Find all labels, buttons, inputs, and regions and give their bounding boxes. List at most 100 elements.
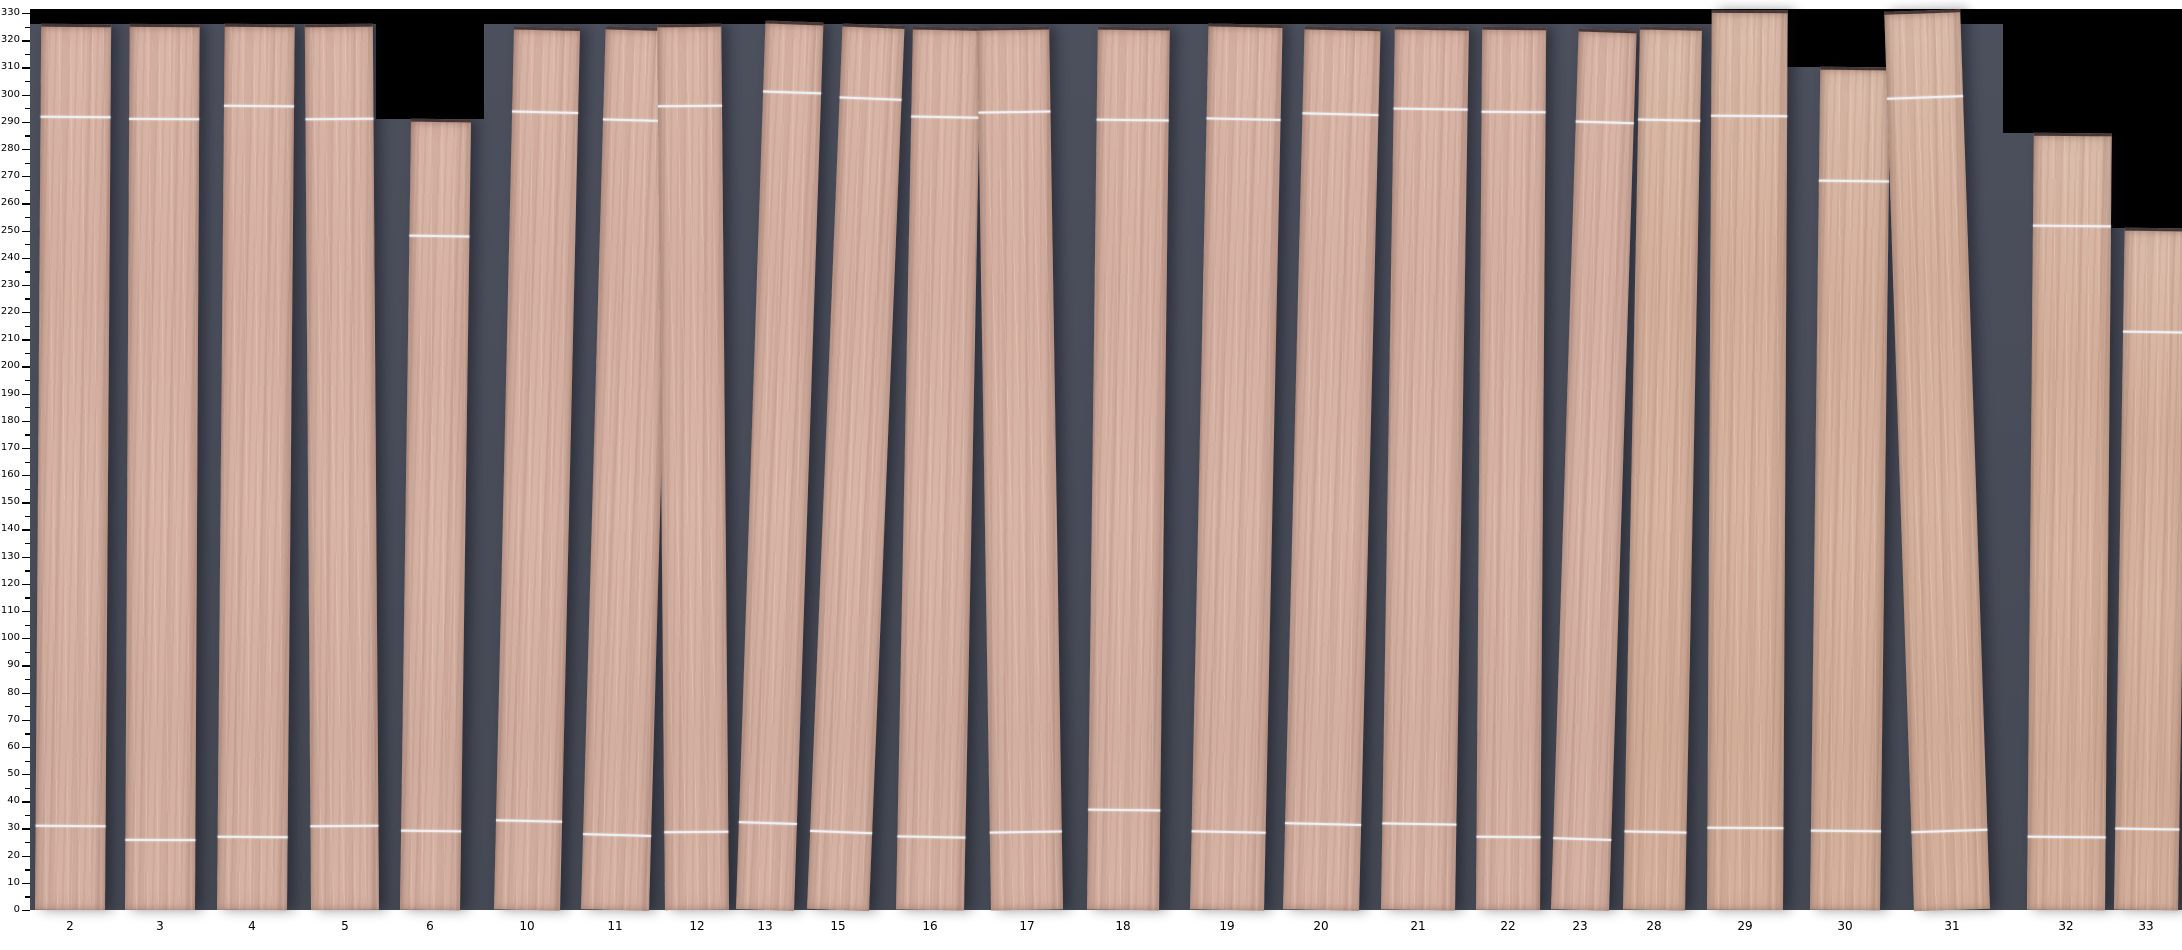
y-major-tick: [22, 284, 30, 287]
y-minor-tick: [25, 624, 30, 626]
board-photo-29: [1707, 10, 1788, 911]
y-major-tick: [22, 801, 30, 803]
y-tick-label: 250: [0, 224, 20, 236]
y-minor-tick: [25, 26, 30, 28]
chalk-mark-3-1: [129, 118, 200, 121]
x-tick-label-4: 4: [248, 919, 256, 933]
chalk-mark-16-1: [911, 115, 980, 119]
chalk-mark-19-0: [1191, 829, 1266, 834]
chalk-mark-5-0: [310, 824, 379, 828]
chalk-mark-32-1: [2032, 224, 2111, 227]
y-minor-tick: [25, 244, 30, 246]
chalk-mark-31-1: [1887, 95, 1964, 101]
y-minor-tick: [25, 135, 30, 137]
y-minor-tick: [25, 543, 30, 545]
chalk-mark-22-0: [1476, 835, 1541, 839]
y-major-tick: [22, 502, 30, 504]
chalk-mark-33-0: [2115, 827, 2180, 831]
chalk-mark-20-0: [1285, 821, 1362, 826]
y-major-tick: [22, 774, 30, 776]
y-major-tick: [22, 420, 30, 423]
x-tick-label-10: 10: [519, 919, 535, 933]
x-tick-label-32: 32: [2058, 919, 2074, 933]
x-tick-label-21: 21: [1410, 919, 1426, 933]
x-tick-label-19: 19: [1219, 919, 1235, 933]
y-tick-label: 70: [7, 713, 20, 725]
y-tick-label: 40: [7, 795, 20, 807]
y-minor-tick: [25, 352, 30, 355]
y-tick-label: 300: [0, 88, 20, 100]
y-tick-label: 10: [7, 876, 20, 888]
y-minor-tick: [25, 706, 30, 708]
chalk-mark-15-0: [810, 829, 873, 834]
y-tick-label: 290: [0, 115, 20, 127]
chalk-mark-13-0: [738, 821, 797, 826]
y-tick-label: 220: [0, 306, 20, 318]
y-minor-tick: [25, 488, 30, 490]
x-tick-label-20: 20: [1313, 919, 1329, 933]
void-above-board-6: [376, 9, 484, 120]
y-major-tick: [22, 719, 30, 722]
y-tick-label: 190: [0, 387, 20, 399]
y-major-tick: [22, 556, 30, 558]
y-major-tick: [22, 67, 30, 69]
chalk-mark-10-1: [512, 109, 579, 114]
chalk-mark-30-0: [1810, 830, 1881, 833]
y-major-tick: [22, 611, 30, 613]
x-tick-label-28: 28: [1646, 919, 1662, 933]
y-minor-tick: [25, 842, 30, 844]
x-tick-label-23: 23: [1572, 919, 1588, 933]
x-tick-label-33: 33: [2138, 919, 2154, 933]
chalk-mark-5-1: [305, 118, 374, 121]
y-major-tick: [22, 855, 30, 857]
y-major-tick: [22, 94, 30, 96]
y-tick-label: 100: [0, 632, 20, 644]
y-tick-label: 320: [0, 34, 20, 46]
y-minor-tick: [25, 869, 30, 871]
y-major-tick: [22, 203, 30, 205]
y-major-tick: [22, 828, 30, 830]
y-major-tick: [22, 230, 30, 232]
board-photo-5: [304, 23, 379, 911]
board-photo-3: [125, 23, 200, 911]
x-tick-label-29: 29: [1737, 919, 1753, 933]
top-void-strip: [30, 9, 2182, 24]
chalk-mark-12-1: [657, 104, 722, 108]
y-tick-label: 60: [7, 740, 20, 752]
chalk-mark-23-0: [1553, 837, 1612, 842]
y-major-tick: [22, 638, 30, 640]
chalk-mark-33-1: [2123, 329, 2182, 333]
chalk-mark-23-1: [1575, 120, 1634, 125]
y-tick-label: 240: [0, 251, 20, 263]
y-minor-tick: [25, 651, 30, 654]
chalk-mark-21-1: [1393, 106, 1468, 111]
chalk-mark-17-1: [978, 109, 1051, 113]
x-tick-label-31: 31: [1944, 919, 1960, 933]
y-major-tick: [22, 583, 30, 586]
y-major-tick: [22, 746, 30, 749]
y-major-tick: [22, 148, 30, 151]
y-major-tick: [22, 366, 30, 368]
y-minor-tick: [25, 162, 30, 164]
chalk-mark-29-1: [1711, 115, 1788, 118]
board-photo-12: [657, 23, 729, 911]
board-photo-33: [2114, 227, 2182, 911]
x-tick-label-2: 2: [66, 919, 74, 933]
x-tick-label-6: 6: [426, 919, 434, 933]
chalk-mark-4-1: [224, 104, 295, 108]
y-tick-label: 170: [0, 441, 20, 453]
y-major-tick: [22, 257, 30, 259]
y-tick-label: 120: [0, 577, 20, 589]
y-minor-tick: [25, 379, 30, 382]
y-major-tick: [22, 665, 30, 667]
y-minor-tick: [25, 271, 30, 273]
y-major-tick: [22, 882, 30, 885]
y-major-tick: [22, 910, 30, 912]
chalk-mark-20-1: [1302, 112, 1379, 117]
chalk-mark-6-1: [409, 234, 470, 238]
board-photo-32: [2027, 132, 2112, 911]
x-tick-label-11: 11: [607, 919, 623, 933]
x-tick-label-13: 13: [757, 919, 773, 933]
y-minor-tick: [25, 461, 30, 463]
y-minor-tick: [25, 896, 30, 898]
